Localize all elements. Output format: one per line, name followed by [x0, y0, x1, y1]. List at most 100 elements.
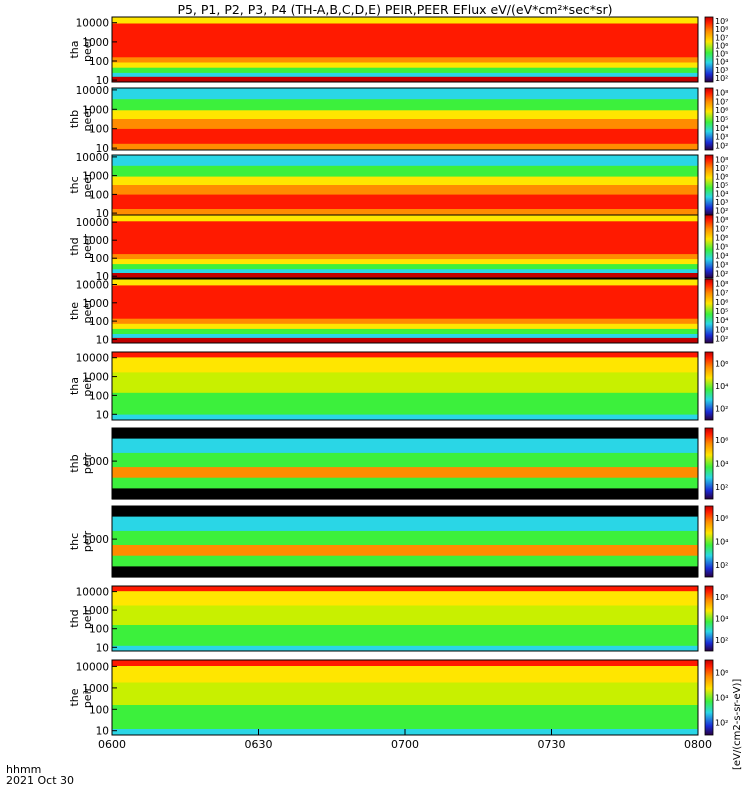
spectrogram-band: [112, 372, 698, 394]
y-tick-label: 1000: [82, 372, 109, 384]
colorbar-tick-label: 10⁶: [715, 172, 728, 181]
spectrogram-band: [112, 155, 698, 167]
panel-label-probe: the: [68, 688, 81, 706]
y-tick-label: 10000: [76, 661, 109, 673]
y-tick-label: 100: [89, 390, 109, 402]
spectrogram-band: [112, 660, 698, 667]
spectrogram-band: [112, 67, 698, 74]
colorbar: [704, 427, 714, 500]
y-tick-label: 1000: [82, 683, 109, 695]
spectrogram-band: [112, 259, 698, 265]
spectrogram-band: [112, 591, 698, 606]
colorbar-tick-label: 10⁴: [715, 252, 728, 261]
spectrogram-band: [112, 62, 698, 69]
spectrogram-band: [112, 334, 698, 339]
spectrogram-band: [112, 530, 698, 546]
y-tick-label: 1000: [82, 298, 109, 310]
colorbar-tick-label: 10⁶: [715, 669, 728, 678]
spectrogram-band: [112, 566, 698, 578]
colorbar-tick-label: 10³: [715, 198, 728, 207]
colorbar-tick-label: 10³: [715, 261, 728, 270]
colorbar-tick-label: 10⁶: [715, 106, 728, 115]
colorbar-tick-label: 10⁷: [715, 97, 728, 106]
x-tick-label: 0630: [245, 738, 273, 751]
colorbar-tick-label: 10⁷: [715, 164, 728, 173]
panel-frame: [111, 16, 699, 83]
spectrogram-band: [112, 273, 698, 279]
colorbar-tick-label: 10⁵: [715, 307, 728, 316]
panel-label-probe: tha: [68, 40, 81, 58]
panel-frame: [111, 505, 699, 578]
spectrogram-band: [112, 176, 698, 186]
panels: tha peer1010010001000010²10³10⁴10⁵10⁶10⁷1…: [68, 16, 728, 738]
spectrogram-band: [112, 586, 698, 592]
y-tick-label: 100: [89, 624, 109, 636]
spectrogram-band: [112, 143, 698, 151]
spectrogram-band: [112, 254, 698, 260]
colorbar-tick-label: 10³: [715, 133, 728, 142]
colorbar-tick-label: 10⁵: [715, 243, 728, 252]
colorbar-tick-label: 10⁴: [715, 190, 728, 199]
spectrogram-band: [112, 57, 698, 63]
panel-label-product: peer: [81, 234, 94, 260]
spectrogram-band: [112, 467, 698, 479]
spectrogram-band: [112, 337, 698, 344]
spectrogram-band: [112, 414, 698, 421]
colorbar-label: [eV/(cm2-s-sr-eV)]: [732, 679, 743, 770]
panel-label-product: peer: [81, 298, 94, 324]
colorbar-tick-label: 10²: [715, 270, 728, 279]
panel-frame: [111, 214, 699, 279]
y-tick-label: 1000: [82, 456, 109, 468]
colorbar-tick-label: 10⁸: [715, 25, 728, 34]
spectrogram-band: [112, 215, 698, 222]
colorbar-tick-label: 10⁴: [715, 316, 728, 325]
colorbar-tick-label: 10⁶: [715, 41, 728, 50]
y-tick-label: 1000: [82, 534, 109, 546]
spectrogram-band: [112, 72, 698, 78]
y-tick-label: 100: [89, 189, 109, 201]
spectrogram-band: [112, 194, 698, 210]
colorbar-tick-label: 10⁸: [715, 216, 728, 225]
panel-label-probe: thd: [68, 609, 81, 627]
colorbar: [704, 585, 714, 652]
spectrogram-band: [112, 545, 698, 557]
colorbar-tick-label: 10²: [715, 207, 728, 216]
panel-label-product: peir: [81, 452, 94, 474]
spectrogram-band: [112, 264, 698, 270]
y-tick-label: 1000: [82, 104, 109, 116]
spectrogram-band: [112, 428, 698, 440]
spectrogram-band: [112, 221, 698, 255]
spectrogram-band: [112, 110, 698, 120]
panel-label-probe: thb: [68, 454, 81, 472]
spectrogram-band: [112, 506, 698, 518]
colorbar: [704, 214, 714, 279]
panel-label-product: peir: [81, 607, 94, 629]
panel-label-probe: thc: [68, 176, 81, 193]
spectrogram-band: [112, 438, 698, 454]
colorbar-tick-label: 10⁷: [715, 33, 728, 42]
spectrogram-band: [112, 625, 698, 647]
y-tick-label: 10: [96, 208, 109, 220]
y-tick-label: 10000: [76, 587, 109, 599]
spectrogram-band: [112, 23, 698, 58]
y-tick-label: 10: [96, 726, 109, 738]
colorbar-tick-label: 10⁴: [715, 615, 728, 624]
panel-label-probe: thc: [68, 533, 81, 550]
panel-label-product: peir: [81, 530, 94, 552]
colorbar-tick-label: 10²: [715, 719, 728, 728]
x-tick-label: 0600: [98, 738, 126, 751]
y-tick-label: 10000: [76, 217, 109, 229]
colorbar-tick-label: 10⁴: [715, 58, 728, 67]
y-tick-label: 10000: [76, 280, 109, 292]
spectrogram-band: [112, 328, 698, 335]
spectrogram-band: [112, 88, 698, 100]
colorbar-tick-label: 10⁶: [715, 514, 728, 523]
colorbar-tick-label: 10⁸: [715, 155, 728, 164]
spectrogram-band: [112, 666, 698, 683]
panel-frame: [111, 427, 699, 500]
panel-frame: [111, 87, 699, 151]
colorbar-tick-label: 10⁴: [715, 460, 728, 469]
y-tick-label: 100: [89, 56, 109, 68]
y-tick-label: 10000: [76, 18, 109, 30]
